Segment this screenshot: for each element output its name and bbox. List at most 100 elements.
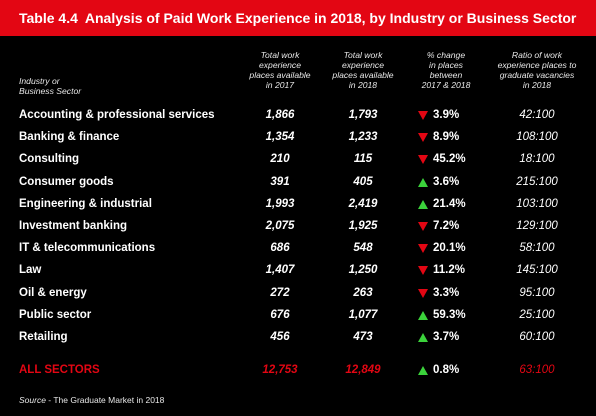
triangle-down-icon xyxy=(418,132,428,142)
table-title-text: Analysis of Paid Work Experience in 2018… xyxy=(84,10,577,26)
places-2017: 676 xyxy=(270,309,290,321)
places-2017: 391 xyxy=(270,176,290,188)
vacancy-ratio: 58:100 xyxy=(519,242,555,254)
header-ratio: Ratio of work experience places to gradu… xyxy=(497,50,577,90)
triangle-down-icon xyxy=(418,243,428,253)
sector-name: Consulting xyxy=(19,153,80,165)
percent-change-value: 11.2% xyxy=(433,264,465,276)
vacancy-ratio: 63:100 xyxy=(519,364,555,376)
table-total-row: ALL SECTORS 12,753 12,849 0.8% 63:100 xyxy=(0,359,596,381)
places-2018: 1,793 xyxy=(348,109,378,121)
table-row: Investment banking 2,075 1,925 7.2% 129:100 xyxy=(0,215,596,237)
vacancy-ratio: 103:100 xyxy=(516,198,558,210)
places-2018: 115 xyxy=(353,153,373,165)
places-2017: 1,407 xyxy=(265,264,295,276)
table-row: Retailing 456 473 3.7% 60:100 xyxy=(0,326,596,348)
triangle-down-icon xyxy=(418,154,428,164)
places-2018: 1,077 xyxy=(348,309,378,321)
percent-change-value: 20.1% xyxy=(433,242,466,254)
triangle-up-icon xyxy=(418,177,428,187)
triangle-up-icon xyxy=(418,332,428,342)
triangle-up-icon xyxy=(418,199,428,209)
vacancy-ratio: 25:100 xyxy=(519,309,555,321)
places-2018: 473 xyxy=(353,331,373,343)
triangle-down-icon xyxy=(418,288,428,298)
sector-name: Public sector xyxy=(19,309,92,321)
places-2018: 263 xyxy=(353,287,373,299)
sector-name: Banking & finance xyxy=(19,131,120,143)
header-sector: Industry or Business Sector xyxy=(19,76,82,96)
sector-name: ALL SECTORS xyxy=(19,364,100,376)
places-2018: 405 xyxy=(353,176,373,188)
sector-name: Oil & energy xyxy=(19,287,87,299)
places-2017: 12,753 xyxy=(262,364,298,376)
source-text: - The Graduate Market in 2018 xyxy=(45,395,165,405)
sector-name: Investment banking xyxy=(19,220,127,232)
places-2017: 1,354 xyxy=(265,131,295,143)
places-2017: 272 xyxy=(270,287,290,299)
table-row: Consumer goods 391 405 3.6% 215:100 xyxy=(0,171,596,193)
places-2018: 2,419 xyxy=(348,198,378,210)
table-row: Accounting & professional services 1,866 1… xyxy=(0,104,596,126)
places-2018: 1,233 xyxy=(348,131,378,143)
sector-name: IT & telecommunications xyxy=(19,242,156,254)
places-2017: 686 xyxy=(270,242,290,254)
percent-change-value: 7.2% xyxy=(433,220,460,232)
places-2017: 1,866 xyxy=(265,109,295,121)
vacancy-ratio: 108:100 xyxy=(516,131,558,143)
sector-name: Engineering & industrial xyxy=(19,198,152,210)
places-2018: 548 xyxy=(353,242,373,254)
percent-change-value: 59.3% xyxy=(433,309,466,321)
table-row: Law 1,407 1,250 11.2% 145:100 xyxy=(0,259,596,281)
sector-name: Retailing xyxy=(19,331,68,343)
places-2017: 210 xyxy=(270,153,290,165)
source-label: Source xyxy=(19,395,46,405)
sector-name: Consumer goods xyxy=(19,176,114,188)
percent-change: 3.9% xyxy=(418,104,488,126)
sector-name: Law xyxy=(19,264,42,276)
percent-change-value: 0.8% xyxy=(433,364,460,376)
percent-change: 21.4% xyxy=(418,193,488,215)
table-row: Engineering & industrial 1,993 2,419 21.4% 1… xyxy=(0,193,596,215)
header-total-2017: Total work experience places available i… xyxy=(249,50,311,90)
sector-name: Accounting & professional services xyxy=(19,109,215,121)
table-row: IT & telecommunications 686 548 20.1% 58:100 xyxy=(0,237,596,259)
vacancy-ratio: 129:100 xyxy=(516,220,558,232)
percent-change: 3.6% xyxy=(418,171,488,193)
triangle-down-icon xyxy=(418,110,428,120)
places-2017: 456 xyxy=(270,331,290,343)
table-row: Banking & finance 1,354 1,233 8.9% 108:100 xyxy=(0,126,596,148)
vacancy-ratio: 18:100 xyxy=(519,153,555,165)
table-row: Consulting 210 115 45.2% 18:100 xyxy=(0,148,596,170)
table-row: Oil & energy 272 263 3.3% 95:100 xyxy=(0,282,596,304)
percent-change: 3.3% xyxy=(418,282,488,304)
percent-change: 11.2% xyxy=(418,259,488,281)
table-row: Public sector 676 1,077 59.3% 25:100 xyxy=(0,304,596,326)
places-2017: 1,993 xyxy=(265,198,295,210)
percent-change: 20.1% xyxy=(418,237,488,259)
triangle-up-icon xyxy=(418,310,428,320)
percent-change: 3.7% xyxy=(418,326,488,348)
vacancy-ratio: 95:100 xyxy=(519,287,555,299)
vacancy-ratio: 60:100 xyxy=(519,331,555,343)
places-2018: 1,250 xyxy=(348,264,378,276)
table-number: Table 4.4 xyxy=(19,10,78,26)
vacancy-ratio: 215:100 xyxy=(516,176,558,188)
triangle-up-icon xyxy=(418,365,428,375)
places-2018: 1,925 xyxy=(348,220,378,232)
places-2017: 2,075 xyxy=(265,220,295,232)
table-title: Table 4.4 Analysis of Paid Work Experien… xyxy=(0,0,596,36)
percent-change: 59.3% xyxy=(418,304,488,326)
source-note: Source - The Graduate Market in 2018 xyxy=(19,395,164,405)
percent-change-value: 45.2% xyxy=(433,153,466,165)
percent-change: 45.2% xyxy=(418,148,488,170)
triangle-down-icon xyxy=(418,265,428,275)
header-change: % change in places between 2017 & 2018 xyxy=(421,50,471,90)
header-total-2018: Total work experience places available i… xyxy=(332,50,394,90)
triangle-down-icon xyxy=(418,221,428,231)
percent-change-value: 3.6% xyxy=(433,176,460,188)
percent-change-value: 3.3% xyxy=(433,287,460,299)
percent-change: 0.8% xyxy=(418,359,488,381)
percent-change: 7.2% xyxy=(418,215,488,237)
vacancy-ratio: 42:100 xyxy=(519,109,555,121)
